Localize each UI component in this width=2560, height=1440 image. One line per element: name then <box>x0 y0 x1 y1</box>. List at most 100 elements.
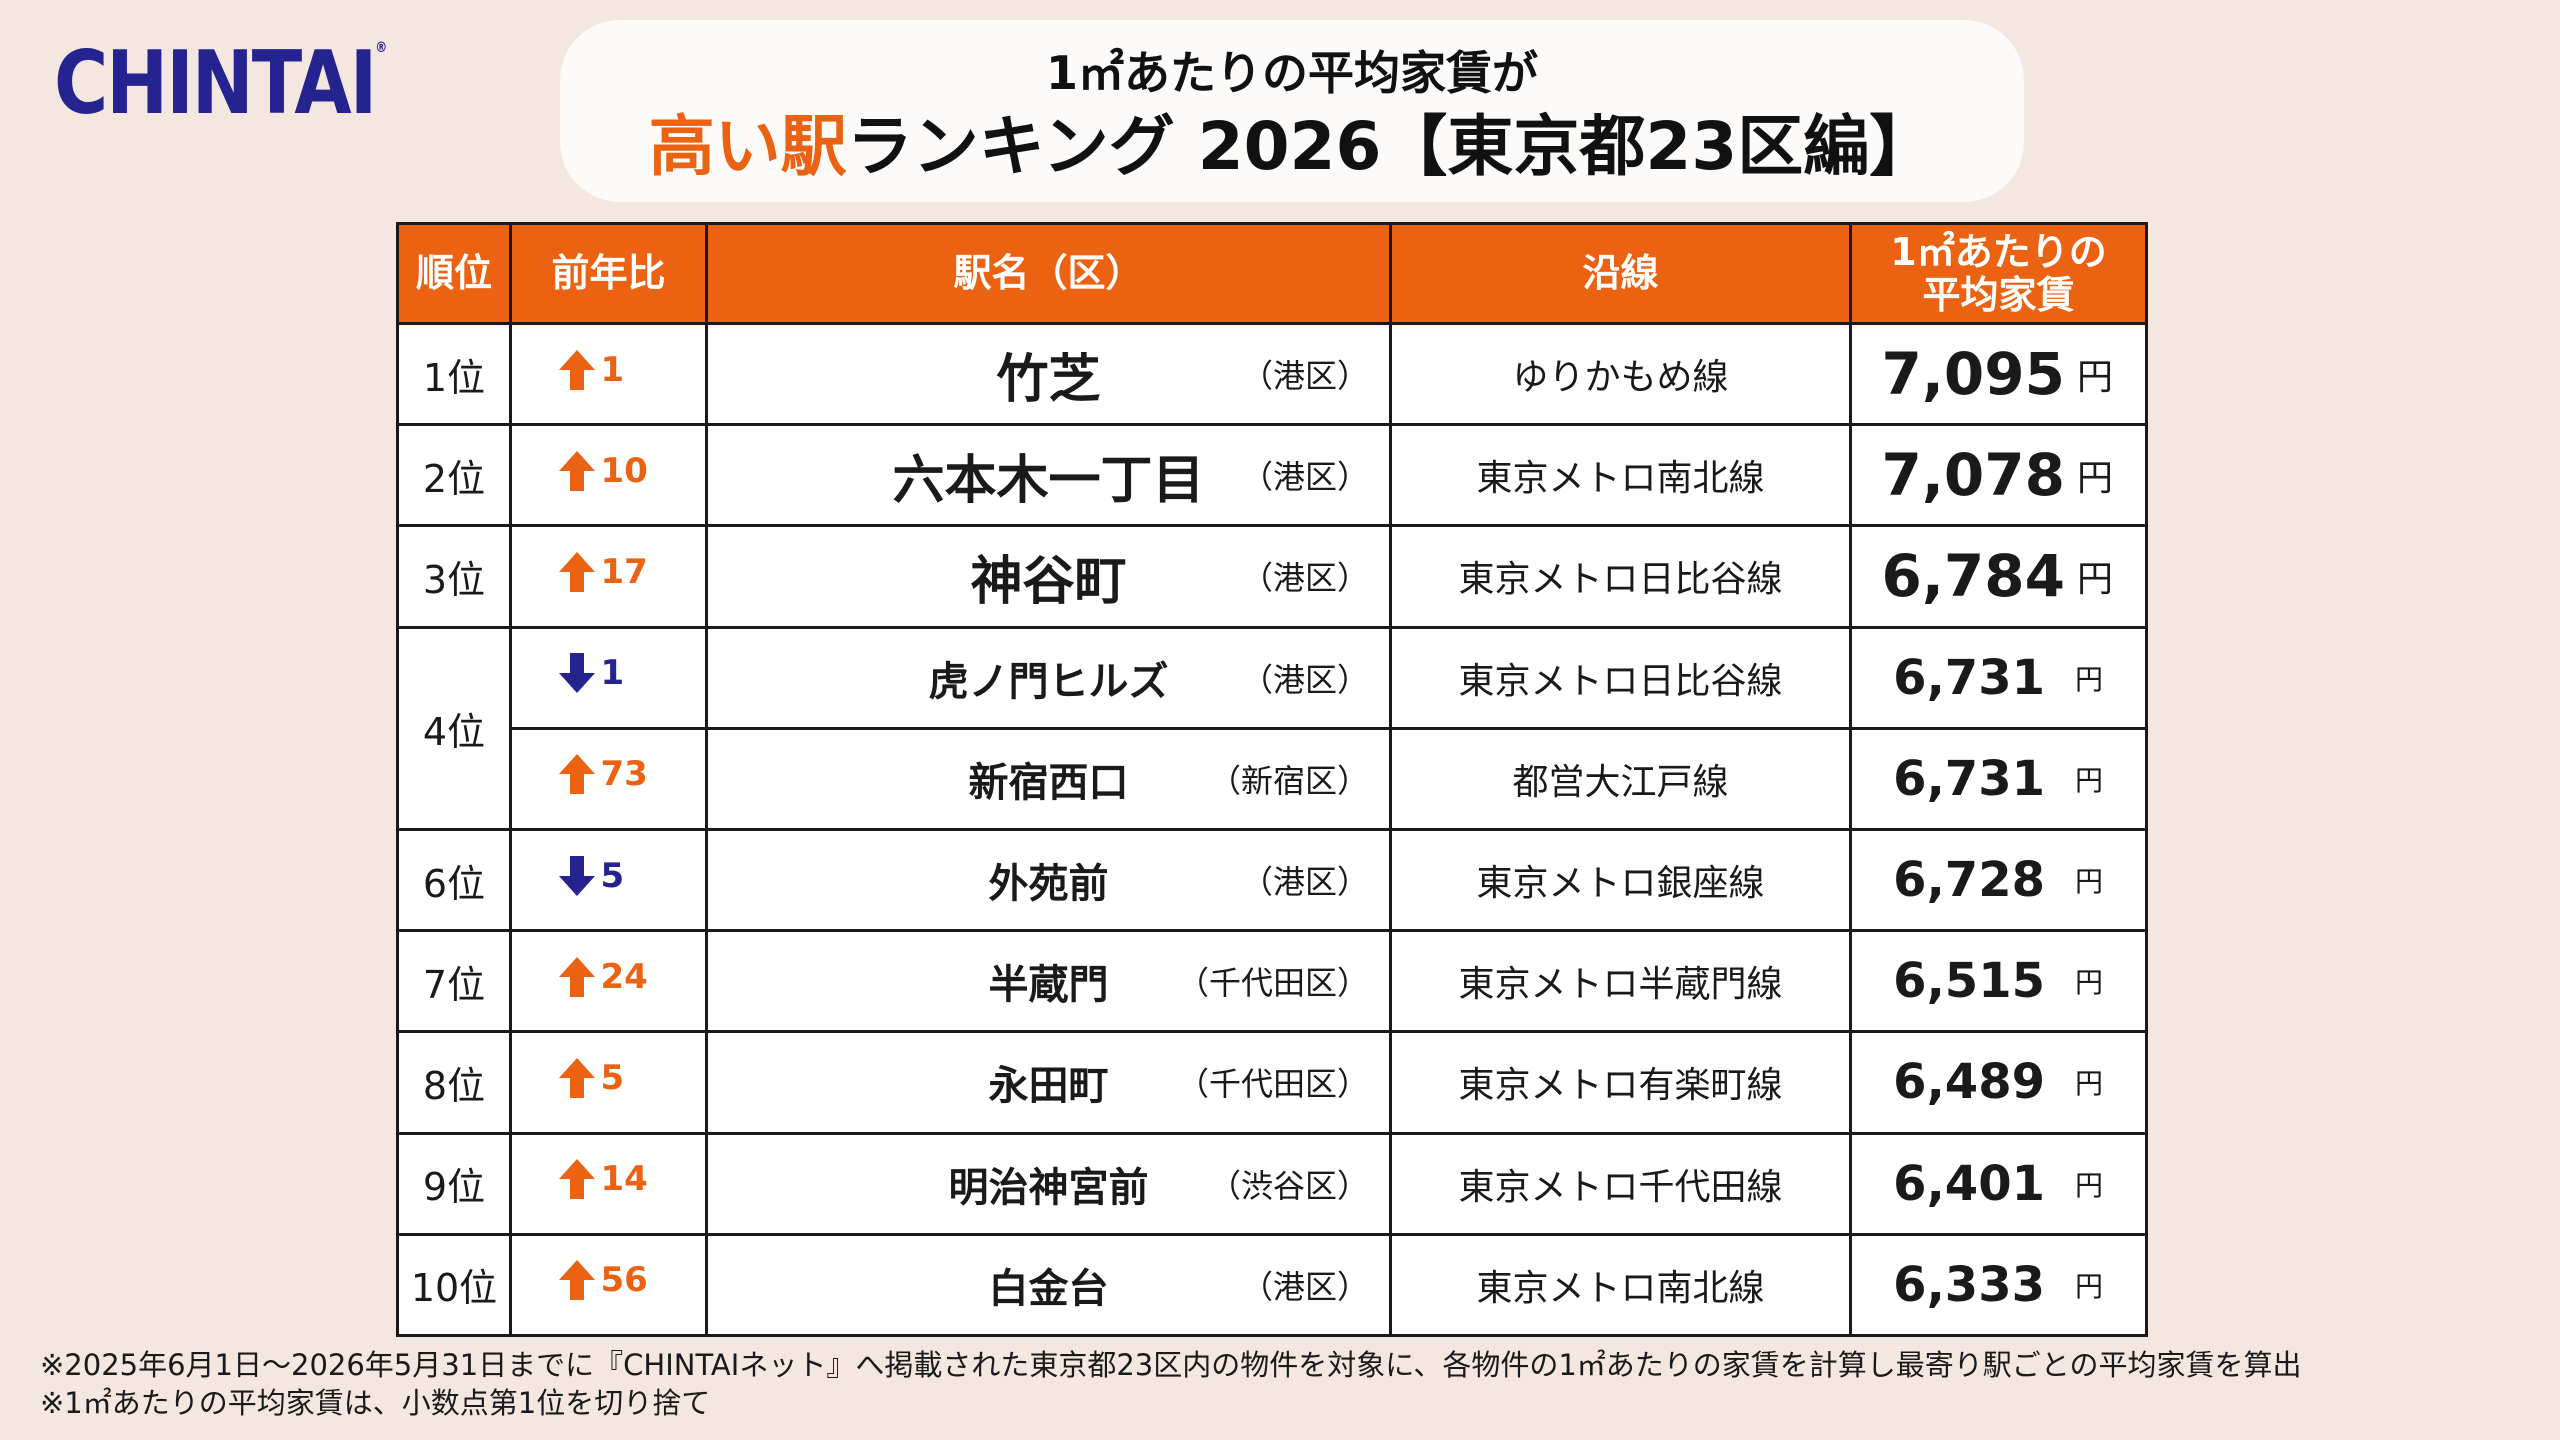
title-line-1: 1㎡あたりの平均家賃が <box>1045 46 1538 100</box>
price-unit: 円 <box>2074 1269 2103 1303</box>
yoy-value: 5 <box>600 1057 625 1098</box>
station-ward: （港区） <box>1240 559 1369 598</box>
station-cell: 半蔵門 （千代田区） <box>705 929 1392 1034</box>
logo-text: CHINTAI <box>54 32 377 135</box>
chintai-logo: CHINTAI® <box>54 40 387 127</box>
arrow-up-icon <box>558 956 595 997</box>
price-cell: 6,515 円 <box>1849 929 2148 1034</box>
price-cell: 6,731 円 <box>1849 625 2148 730</box>
price-cell: 6,784 円 <box>1849 524 2148 629</box>
price-unit: 円 <box>2074 1067 2103 1101</box>
price-value: 6,489 <box>1893 1054 2045 1111</box>
title-highlight: 高い駅 <box>648 108 847 186</box>
yoy-indicator: 5 <box>554 1056 664 1100</box>
station-ward: （港区） <box>1240 863 1369 902</box>
yoy-value: 73 <box>600 754 648 795</box>
yoy-indicator: 1 <box>554 651 664 695</box>
station-name: 新宿西口 <box>968 759 1129 806</box>
table-row: 2位 10 六本木一丁目 （港区） 東京メトロ南北線 7,078 円 <box>396 423 2148 528</box>
price-unit: 円 <box>2074 865 2103 899</box>
station-name: 六本木一丁目 <box>892 450 1205 511</box>
table-row: 1位 1 竹芝 （港区） ゆりかもめ線 7,095 円 <box>396 321 2148 427</box>
rank-cell: 7位 <box>396 929 512 1034</box>
rank-cell: 4位 <box>396 625 512 831</box>
rank-cell: 3位 <box>396 524 512 629</box>
price-unit: 円 <box>2076 357 2113 399</box>
yoy-indicator: 5 <box>554 854 664 898</box>
line-cell: 東京メトロ有楽町線 <box>1389 1030 1852 1135</box>
price-value: 6,401 <box>1893 1155 2045 1212</box>
table-row: 7位 24 半蔵門 （千代田区） 東京メトロ半蔵門線 6,515 円 <box>396 929 2148 1034</box>
yoy-cell: 1 <box>509 321 708 427</box>
header-price-line-2: 平均家賃 <box>1922 272 2075 317</box>
station-ward: （港区） <box>1240 1267 1369 1306</box>
station-cell: 竹芝 （港区） <box>705 321 1392 427</box>
line-cell: ゆりかもめ線 <box>1389 321 1852 427</box>
station-cell: 白金台 （港区） <box>705 1232 1392 1338</box>
price-value: 6,731 <box>1893 649 2045 706</box>
yoy-cell: 24 <box>509 929 708 1034</box>
yoy-indicator: 17 <box>554 550 664 594</box>
line-cell: 東京メトロ銀座線 <box>1389 827 1852 933</box>
station-cell: 虎ノ門ヒルズ （港区） <box>705 625 1392 730</box>
line-cell: 東京メトロ日比谷線 <box>1389 524 1852 629</box>
footnote-1: ※2025年6月1日〜2026年5月31日までに『CHINTAIネット』へ掲載さ… <box>40 1348 2302 1382</box>
ranking-table: 順位 前年比 駅名（区） 沿線 1㎡あたりの 平均家賃 1位 1 竹芝 （港区） ゆりか… <box>396 222 2148 1338</box>
table-row: 73 新宿西口 （新宿区） 都営大江戸線 6,731 円 <box>398 726 2148 831</box>
price-cell: 7,078 円 <box>1849 423 2148 528</box>
price-value: 7,095 <box>1881 340 2065 409</box>
yoy-cell: 17 <box>509 524 708 629</box>
price-unit: 円 <box>2074 662 2103 696</box>
header-station: 駅名（区） <box>705 222 1392 325</box>
price-cell: 6,728 円 <box>1849 827 2148 933</box>
yoy-value: 1 <box>600 653 625 694</box>
price-cell: 6,401 円 <box>1849 1131 2148 1236</box>
arrow-up-icon <box>558 551 595 592</box>
price-value: 6,333 <box>1893 1256 2045 1313</box>
station-cell: 六本木一丁目 （港区） <box>705 423 1392 528</box>
station-name: 竹芝 <box>996 349 1101 410</box>
title-banner: 1㎡あたりの平均家賃が 高い駅ランキング 2026【東京都23区編】 <box>560 20 2024 202</box>
header-yoy: 前年比 <box>509 222 708 325</box>
rank-cell: 8位 <box>396 1030 512 1135</box>
table-header-row: 順位 前年比 駅名（区） 沿線 1㎡あたりの 平均家賃 <box>396 222 2148 325</box>
title-rest: ランキング 2026【東京都23区編】 <box>846 108 1936 186</box>
rank-cell: 1位 <box>396 321 512 427</box>
arrow-up-icon <box>558 450 595 491</box>
price-unit: 円 <box>2074 763 2103 797</box>
station-name: 外苑前 <box>988 861 1109 908</box>
yoy-cell: 10 <box>509 423 708 528</box>
yoy-indicator: 1 <box>554 348 664 392</box>
arrow-up-icon <box>558 349 595 390</box>
station-cell: 神谷町 （港区） <box>705 524 1392 629</box>
line-cell: 東京メトロ千代田線 <box>1389 1131 1852 1236</box>
yoy-indicator: 56 <box>554 1258 664 1302</box>
yoy-cell: 14 <box>509 1131 708 1236</box>
yoy-value: 5 <box>600 855 625 896</box>
rank-cell: 2位 <box>396 423 512 528</box>
line-cell: 都営大江戸線 <box>1389 726 1852 831</box>
yoy-indicator: 10 <box>554 449 664 493</box>
table-row: 9位 14 明治神宮前 （渋谷区） 東京メトロ千代田線 6,401 円 <box>396 1131 2148 1236</box>
station-ward: （千代田区） <box>1176 964 1369 1003</box>
station-name: 神谷町 <box>970 551 1127 612</box>
yoy-value: 24 <box>600 956 648 997</box>
station-name: 白金台 <box>988 1265 1109 1312</box>
line-cell: 東京メトロ南北線 <box>1389 423 1852 528</box>
station-ward: （港区） <box>1240 458 1369 497</box>
footnote-2: ※1㎡あたりの平均家賃は、小数点第1位を切り捨て <box>40 1386 711 1420</box>
yoy-indicator: 14 <box>554 1157 664 1201</box>
station-name: 半蔵門 <box>988 962 1109 1009</box>
station-name: 明治神宮前 <box>948 1164 1149 1211</box>
price-value: 6,515 <box>1893 953 2045 1010</box>
yoy-value: 17 <box>600 551 648 592</box>
arrow-up-icon <box>558 1260 595 1301</box>
line-cell: 東京メトロ半蔵門線 <box>1389 929 1852 1034</box>
header-price: 1㎡あたりの 平均家賃 <box>1849 222 2148 325</box>
yoy-indicator: 24 <box>554 955 664 999</box>
yoy-indicator: 73 <box>554 752 664 796</box>
price-cell: 7,095 円 <box>1849 321 2148 427</box>
table-row: 6位 5 外苑前 （港区） 東京メトロ銀座線 6,728 円 <box>396 827 2148 933</box>
line-cell: 東京メトロ南北線 <box>1389 1232 1852 1338</box>
table-row: 10位 56 白金台 （港区） 東京メトロ南北線 6,333 円 <box>396 1232 2148 1338</box>
